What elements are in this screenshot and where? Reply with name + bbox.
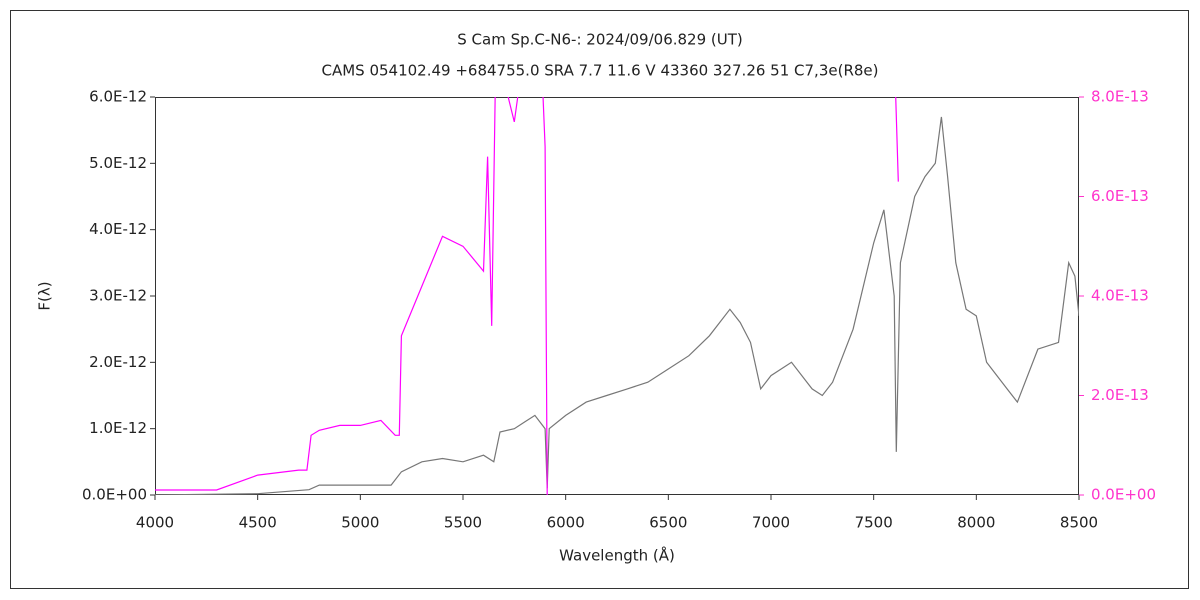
x-axis-label: Wavelength (Å) xyxy=(559,546,675,565)
x-tick-label: 6500 xyxy=(649,514,687,532)
y-tick-label: 0.0E+00 xyxy=(82,486,147,504)
y2-tick-label: 6.0E-13 xyxy=(1091,187,1149,205)
plot-area xyxy=(155,97,1079,495)
x-tick-label: 4000 xyxy=(136,514,174,532)
lines xyxy=(155,97,1079,495)
y-tick-label: 4.0E-12 xyxy=(89,220,147,238)
spectrum-line xyxy=(155,116,1079,495)
y2-tick-label: 0.0E+00 xyxy=(1091,486,1156,504)
x-tick-label: 6000 xyxy=(547,514,585,532)
x-tick-label: 7000 xyxy=(752,514,790,532)
x-tick-label: 4500 xyxy=(239,514,277,532)
y-tick-label: 1.0E-12 xyxy=(89,419,147,437)
y-tick-label: 5.0E-12 xyxy=(89,154,147,172)
x-tick-label: 5000 xyxy=(341,514,379,532)
y2-tick-label: 8.0E-13 xyxy=(1091,88,1149,106)
y2-tick-label: 2.0E-13 xyxy=(1091,386,1149,404)
x-tick-label: 8500 xyxy=(1060,514,1098,532)
x-tick-label: 7500 xyxy=(855,514,893,532)
y-axis-label: F(λ) xyxy=(36,281,54,310)
chart-subtitle: CAMS 054102.49 +684755.0 SRA 7.7 11.6 V … xyxy=(322,62,879,80)
y2-tick-label: 4.0E-13 xyxy=(1091,287,1149,305)
y-tick-label: 6.0E-12 xyxy=(89,88,147,106)
chart-title: S Cam Sp.C-N6-: 2024/09/06.829 (UT) xyxy=(457,31,743,49)
frame xyxy=(10,10,1189,589)
spectrum-line xyxy=(155,97,899,495)
x-tick-label: 5500 xyxy=(444,514,482,532)
y-tick-label: 3.0E-12 xyxy=(89,287,147,305)
x-tick-label: 8000 xyxy=(957,514,995,532)
y-tick-label: 2.0E-12 xyxy=(89,353,147,371)
